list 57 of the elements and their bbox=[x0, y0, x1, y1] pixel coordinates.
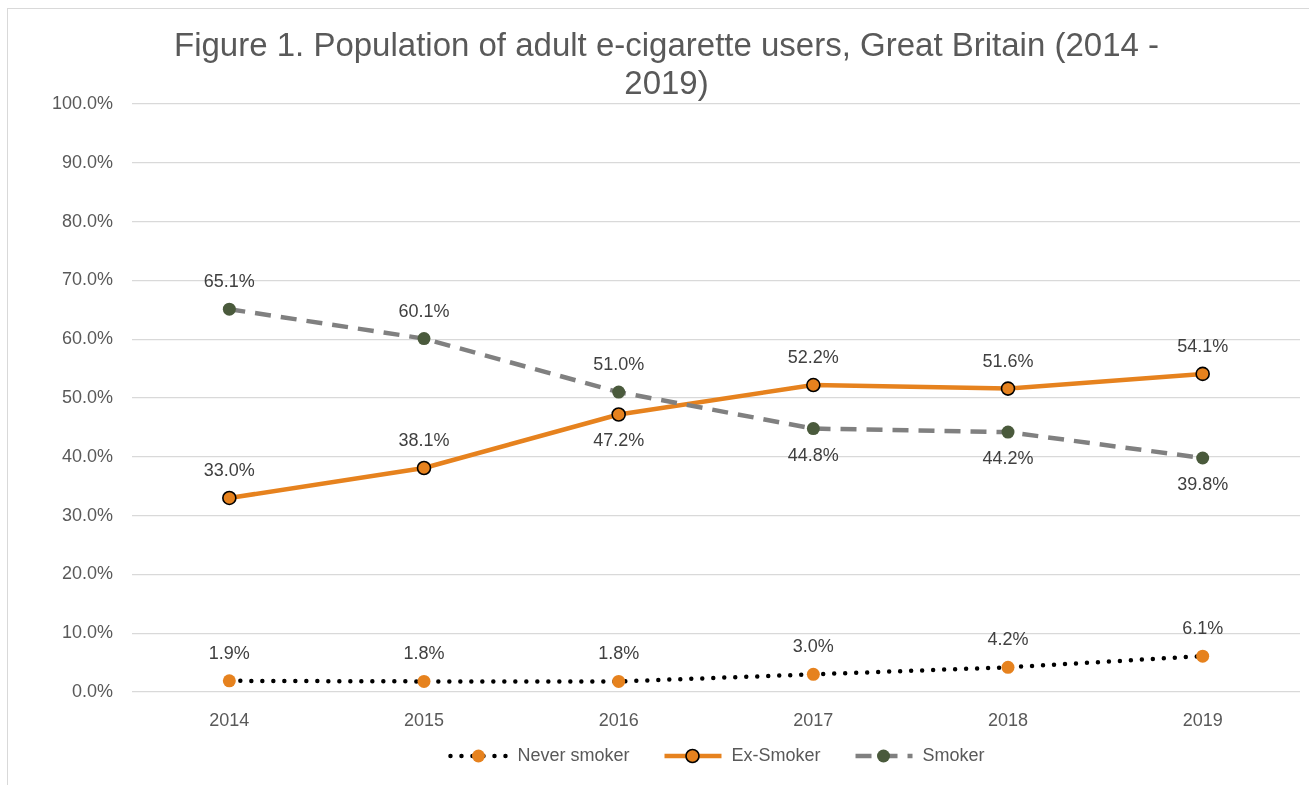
y-tick-label: 20.0% bbox=[61, 563, 113, 584]
y-tick-label: 90.0% bbox=[61, 151, 113, 172]
point bbox=[1195, 366, 1210, 382]
point bbox=[222, 674, 236, 688]
point bbox=[806, 422, 820, 436]
y-tick-label: 0.0% bbox=[71, 680, 113, 701]
point bbox=[1001, 660, 1015, 674]
data-label: 39.8% bbox=[1177, 473, 1229, 494]
data-label: 51.6% bbox=[982, 350, 1034, 371]
point bbox=[417, 674, 431, 688]
x-tick-label: 2015 bbox=[403, 709, 445, 730]
data-label: 6.1% bbox=[1182, 618, 1224, 639]
data-label: 1.8% bbox=[598, 643, 640, 664]
data-label: 54.1% bbox=[1177, 335, 1229, 356]
point bbox=[416, 460, 432, 476]
data-label: 52.2% bbox=[787, 347, 839, 368]
data-label: 38.1% bbox=[398, 429, 450, 450]
point bbox=[612, 385, 626, 399]
x-tick-label: 2014 bbox=[209, 709, 250, 730]
point bbox=[417, 332, 431, 346]
x-tick-label: 2016 bbox=[598, 709, 639, 730]
legend-label: Never smoker bbox=[517, 744, 630, 765]
point bbox=[222, 302, 236, 316]
y-tick-label: 40.0% bbox=[61, 445, 113, 466]
point bbox=[1000, 381, 1016, 396]
data-label: 33.0% bbox=[203, 459, 255, 480]
data-label: 1.8% bbox=[403, 643, 445, 664]
point bbox=[806, 667, 820, 681]
data-label: 65.1% bbox=[203, 271, 255, 292]
y-tick-label: 30.0% bbox=[61, 504, 113, 525]
x-tick-label: 2018 bbox=[987, 709, 1029, 730]
y-tick-label: 10.0% bbox=[61, 622, 113, 643]
y-tick-label: 100.0% bbox=[51, 92, 113, 113]
x-tick-label: 2017 bbox=[793, 709, 834, 730]
data-label: 4.2% bbox=[987, 629, 1029, 650]
point bbox=[1196, 649, 1210, 663]
data-label: 3.0% bbox=[792, 636, 834, 657]
point bbox=[222, 490, 237, 506]
point bbox=[1001, 425, 1015, 439]
point bbox=[611, 407, 626, 422]
y-tick-label: 70.0% bbox=[61, 269, 113, 290]
data-label: 51.0% bbox=[593, 354, 645, 375]
legend-label: Ex-Smoker bbox=[731, 744, 821, 765]
chart-title: Figure 1. Population of adult e-cigarette users, Great Britain (2014 - 2019) bbox=[173, 26, 1160, 102]
y-tick-label: 80.0% bbox=[61, 210, 113, 231]
data-label: 1.9% bbox=[208, 642, 250, 663]
legend-label: Smoker bbox=[922, 744, 985, 765]
point bbox=[806, 377, 821, 393]
point bbox=[612, 674, 626, 688]
data-label: 44.8% bbox=[787, 444, 839, 465]
y-tick-label: 50.0% bbox=[61, 386, 113, 407]
data-label: 44.2% bbox=[982, 448, 1034, 469]
point bbox=[1196, 451, 1210, 465]
data-label: 60.1% bbox=[398, 300, 450, 321]
y-tick-label: 60.0% bbox=[61, 328, 113, 349]
data-label: 47.2% bbox=[593, 430, 645, 451]
x-tick-label: 2019 bbox=[1182, 709, 1223, 730]
